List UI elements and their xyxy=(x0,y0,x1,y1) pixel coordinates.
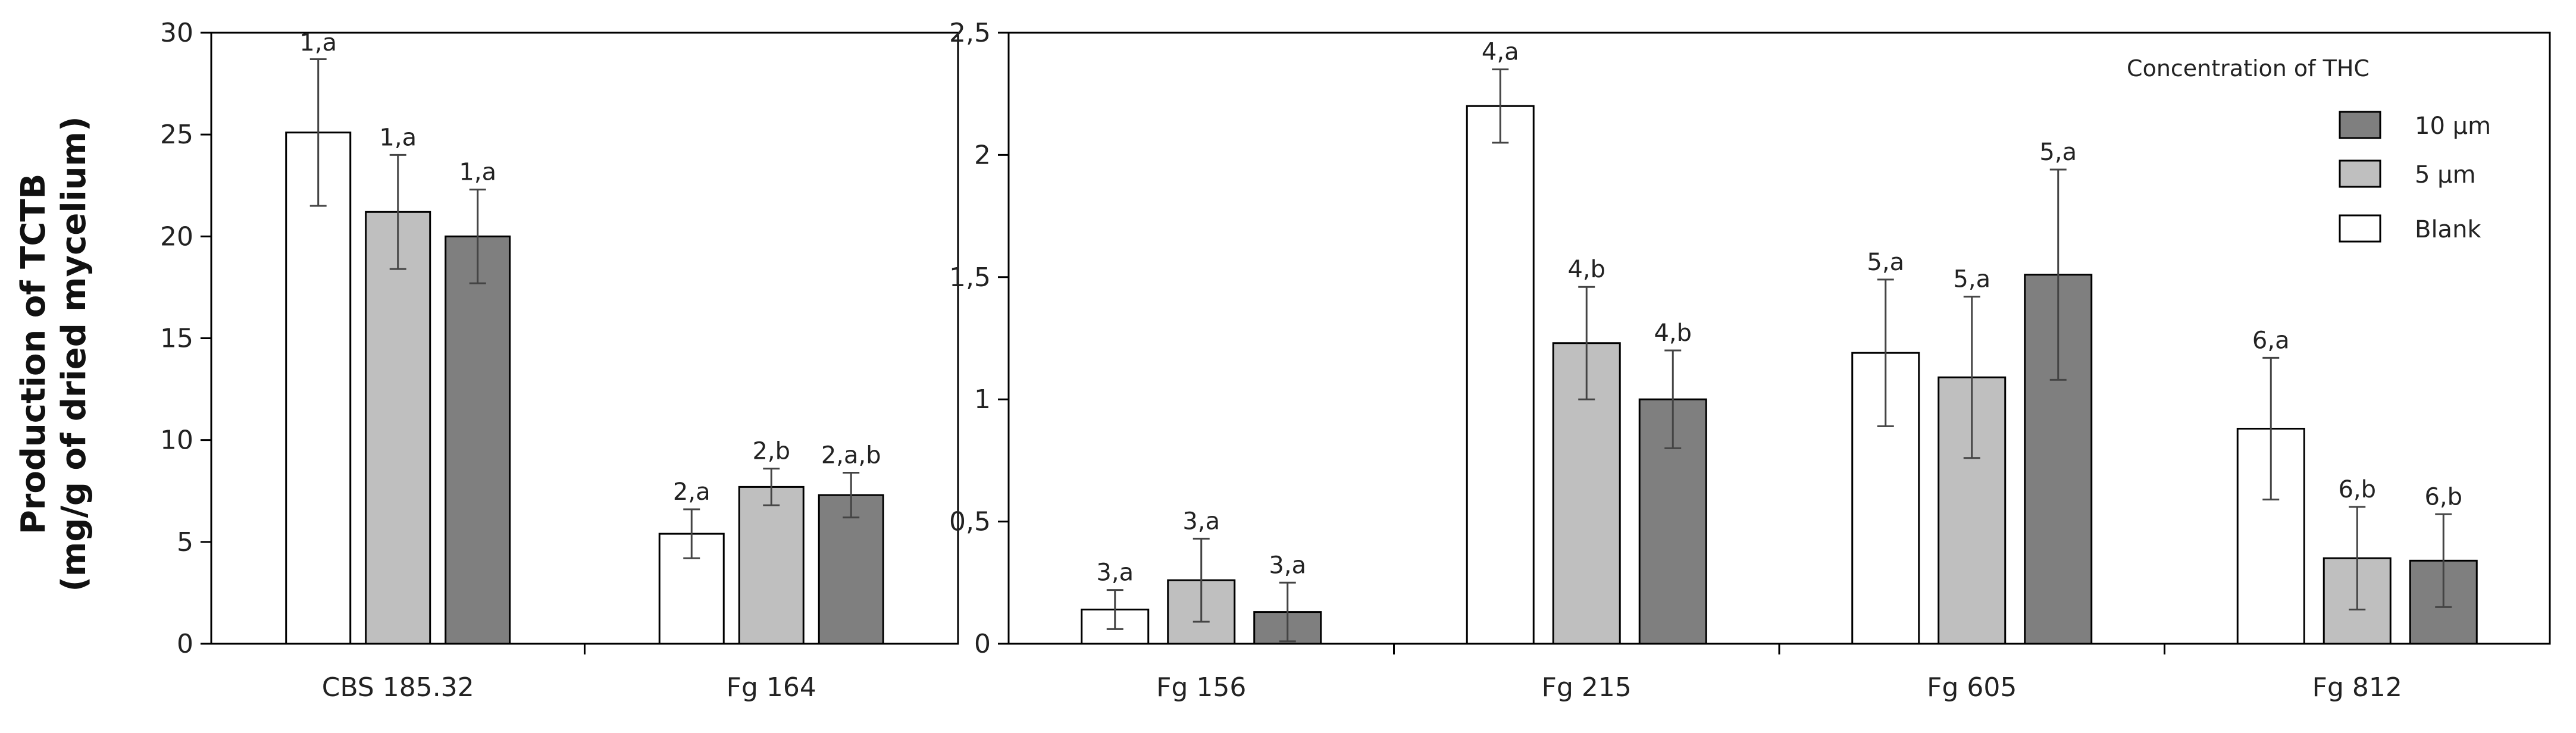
x-tick-label-fg-215: Fg 215 xyxy=(1542,672,1632,703)
data-label-fg-156-blank: 3,a xyxy=(1096,559,1134,587)
bar-fg-215-blank xyxy=(1466,105,1535,645)
chart-panel-right: 0 0,5 1 1,5 2 2,5 Fg 156 3,a 3,a 3,a Fg 215 4,a 4,b 4… xyxy=(949,18,2551,703)
y-tick-label: 15 xyxy=(160,324,193,354)
chart-panel-left: 0 5 10 15 20 25 30 CBS 185.32 1,a 1,a 1,a Fg 164 2,a… xyxy=(160,18,959,703)
data-label-fg-215-5um: 4,b xyxy=(1567,256,1605,283)
data-label-fg-164-blank: 2,a xyxy=(673,478,710,506)
data-label-fg-812-10um: 6,b xyxy=(2424,483,2462,510)
data-label-fg-164-10um: 2,a,b xyxy=(821,441,881,469)
y-tick-label: 10 xyxy=(160,425,193,456)
data-label-fg-215-blank: 4,a xyxy=(1482,39,1519,66)
legend-label-10um: 10 µm xyxy=(2415,112,2491,140)
y-axis-label-line1: Production of TCTB xyxy=(14,174,53,535)
data-label-cbs-185-32-10um: 1,a xyxy=(459,159,496,186)
bar-fg-164-10um xyxy=(818,494,884,645)
y-tick-label: 0 xyxy=(974,629,991,659)
legend-title: Concentration of THC xyxy=(2127,55,2370,82)
y-tick-label: 25 xyxy=(160,120,193,150)
data-label-fg-156-10um: 3,a xyxy=(1269,552,1306,579)
x-tick-label-fg-812: Fg 812 xyxy=(2312,672,2402,703)
data-label-fg-605-blank: 5,a xyxy=(1867,249,1904,276)
y-tick-label: 1,5 xyxy=(949,262,991,293)
bar-fg-164-5um xyxy=(738,485,805,645)
bar-cbs-185-32-blank xyxy=(285,131,352,645)
legend: Concentration of THC 10 µm 5 µm Blank xyxy=(2127,55,2491,243)
data-label-fg-605-5um: 5,a xyxy=(1953,266,1990,293)
legend-swatch-blank xyxy=(2339,214,2381,243)
y-tick-label: 2 xyxy=(974,140,991,170)
y-axis-label: Production of TCTB (mg/g of dried myceli… xyxy=(14,116,93,591)
y-tick-label: 5 xyxy=(177,527,193,557)
data-label-fg-156-5um: 3,a xyxy=(1182,508,1220,535)
legend-label-blank: Blank xyxy=(2415,216,2481,243)
x-tick-label-fg-156: Fg 156 xyxy=(1156,672,1246,703)
bar-cbs-185-32-10um xyxy=(445,235,511,645)
legend-swatch-5um xyxy=(2339,159,2381,188)
bar-cbs-185-32-5um xyxy=(365,211,431,645)
x-tick-label-cbs-185-32: CBS 185.32 xyxy=(322,672,474,703)
data-label-fg-812-5um: 6,b xyxy=(2338,476,2376,503)
legend-label-5um: 5 µm xyxy=(2415,161,2476,189)
data-label-fg-605-10um: 5,a xyxy=(2039,139,2077,166)
y-tick-label: 30 xyxy=(160,18,193,48)
y-tick-label: 0 xyxy=(177,629,193,659)
bar-fg-812-blank xyxy=(2236,427,2305,645)
data-label-cbs-185-32-blank: 1,a xyxy=(299,29,337,57)
data-label-cbs-185-32-5um: 1,a xyxy=(379,124,417,151)
y-tick-label: 2,5 xyxy=(949,18,991,48)
plot-frame xyxy=(1007,32,2551,645)
data-label-fg-812-blank: 6,a xyxy=(2252,327,2290,354)
x-tick-label-fg-164: Fg 164 xyxy=(727,672,816,703)
y-axis-label-line2: (mg/g of dried mycelium) xyxy=(55,116,93,591)
y-tick-label: 20 xyxy=(160,221,193,252)
legend-swatch-10um xyxy=(2339,111,2381,139)
data-label-fg-164-5um: 2,b xyxy=(752,438,790,465)
data-label-fg-215-10um: 4,b xyxy=(1654,319,1692,347)
x-tick-label-fg-605: Fg 605 xyxy=(1927,672,2017,703)
y-tick-label: 0,5 xyxy=(949,507,991,537)
y-tick-label: 1 xyxy=(974,384,991,415)
